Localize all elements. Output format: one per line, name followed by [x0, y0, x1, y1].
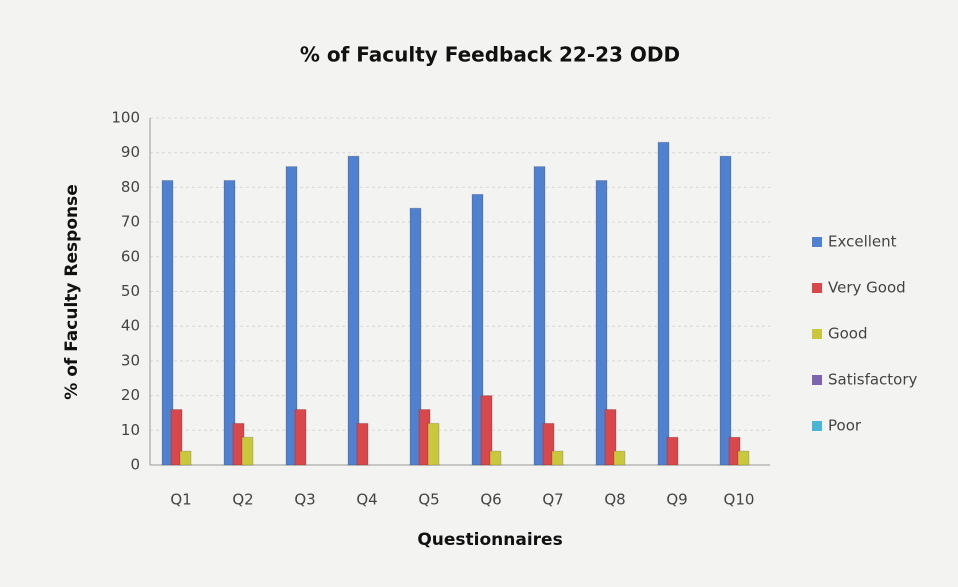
legend-label: Satisfactory [828, 371, 918, 389]
bar [285, 166, 298, 466]
bar [241, 436, 254, 466]
y-tick-label: 100 [111, 109, 140, 127]
y-tick-label: 20 [121, 386, 140, 404]
bar [613, 450, 626, 466]
legend-swatch [812, 421, 822, 431]
bar [471, 193, 484, 466]
bar [489, 450, 502, 466]
legend-label: Poor [828, 417, 862, 435]
x-tick-label: Q3 [294, 491, 315, 509]
bar [666, 436, 679, 466]
bar [356, 422, 369, 466]
x-tick-label: Q9 [666, 491, 687, 509]
bar [427, 422, 440, 466]
bar [294, 408, 307, 466]
legend-label: Good [828, 325, 868, 343]
x-tick-label: Q1 [170, 491, 191, 509]
y-tick-label: 10 [121, 421, 140, 439]
y-tick-label: 80 [121, 178, 140, 196]
bar [480, 395, 493, 466]
chart-title: % of Faculty Feedback 22-23 ODD [300, 43, 680, 67]
bar [657, 141, 670, 466]
legend-swatch [812, 375, 822, 385]
y-axis-title: % of Faculty Response [62, 184, 82, 400]
bar [542, 422, 555, 466]
legend-label: Excellent [828, 233, 897, 251]
bar [595, 179, 608, 466]
y-tick-label: 30 [121, 351, 140, 369]
x-axis-title: Questionnaires [417, 530, 562, 550]
x-tick-label: Q2 [232, 491, 253, 509]
bar [347, 155, 360, 466]
x-tick-label: Q8 [604, 491, 625, 509]
legend-swatch [812, 237, 822, 247]
bar [604, 408, 617, 466]
x-tick-label: Q5 [418, 491, 439, 509]
y-tick-label: 90 [121, 143, 140, 161]
y-tick-label: 60 [121, 247, 140, 265]
x-tick-label: Q6 [480, 491, 501, 509]
bar [179, 450, 192, 466]
bar [223, 179, 236, 466]
bar [409, 207, 422, 466]
legend-label: Very Good [828, 279, 906, 297]
bar [737, 450, 750, 466]
y-tick-label: 40 [121, 317, 140, 335]
bar [170, 408, 183, 466]
x-tick-label: Q10 [724, 491, 755, 509]
bar [551, 450, 564, 466]
x-tick-label: Q4 [356, 491, 377, 509]
bar [533, 166, 546, 466]
legend-swatch [812, 329, 822, 339]
y-tick-label: 70 [121, 213, 140, 231]
y-tick-label: 50 [121, 282, 140, 300]
y-tick-label: 0 [130, 456, 140, 474]
x-tick-label: Q7 [542, 491, 563, 509]
legend-swatch [812, 283, 822, 293]
bar [719, 155, 732, 466]
bar [161, 179, 174, 466]
